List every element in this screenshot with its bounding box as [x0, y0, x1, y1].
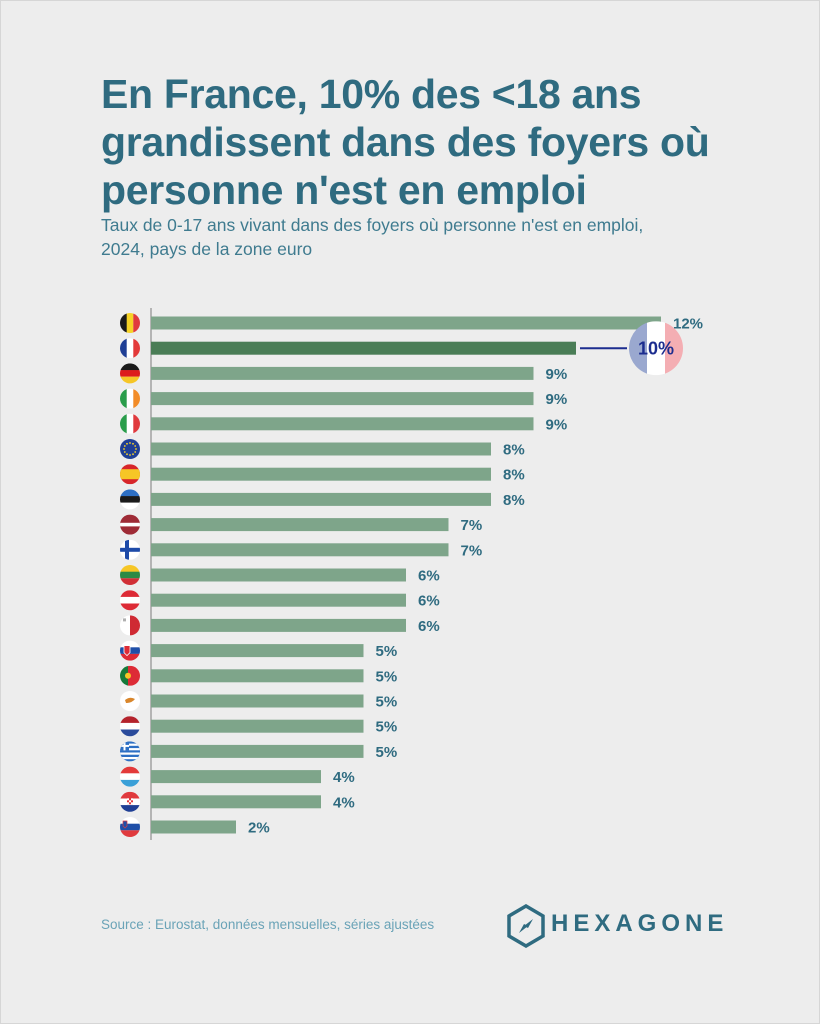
- value-label: 4%: [333, 794, 355, 811]
- callout-flag-badge: [629, 321, 683, 376]
- flag-pt-icon: [120, 665, 140, 686]
- value-label: 4%: [333, 769, 355, 786]
- bar: [151, 719, 364, 733]
- flag-lv-icon: [120, 514, 140, 535]
- bar: [151, 593, 406, 607]
- flag-sk-icon: [120, 640, 140, 661]
- flag-be-icon: [120, 313, 140, 333]
- bar: [151, 820, 236, 834]
- value-label: 9%: [546, 416, 568, 433]
- value-label: 5%: [376, 668, 398, 685]
- flag-at-icon: [120, 590, 140, 611]
- value-label: 6%: [418, 618, 440, 635]
- bar: [151, 492, 491, 506]
- flag-lu-icon: [120, 766, 140, 787]
- flag-mt-icon: [120, 615, 140, 636]
- flag-gr-icon: [120, 741, 140, 762]
- bar: [151, 366, 534, 380]
- value-label: 8%: [503, 467, 525, 484]
- flag-es-icon: [120, 464, 140, 485]
- flag-fi-icon: [120, 539, 140, 560]
- flag-it-icon: [120, 413, 140, 434]
- bar: [151, 669, 364, 683]
- value-label: 6%: [418, 593, 440, 610]
- bar: [151, 543, 449, 557]
- value-label: 8%: [503, 492, 525, 509]
- value-label: 5%: [376, 719, 398, 736]
- value-label-highlight: 10%: [638, 339, 674, 359]
- value-label: 7%: [461, 542, 483, 559]
- bar-highlight: [151, 341, 576, 355]
- bar: [151, 417, 534, 431]
- bar-chart: 12% 10% 9% 9% 9% 8% 8% 8% 7% 7% 6% 6% 6% 5% 5% 5% 5% 5% 4%…: [120, 308, 703, 840]
- value-label: 5%: [376, 744, 398, 761]
- source-note: Source : Eurostat, données mensuelles, s…: [101, 917, 435, 932]
- bar: [151, 770, 321, 784]
- bar: [151, 316, 661, 330]
- brand-name: HEXAGONE: [551, 910, 729, 937]
- flag-cy-icon: [120, 691, 140, 711]
- value-label: 2%: [248, 820, 270, 837]
- value-label: 7%: [461, 517, 483, 534]
- compass-hexagon-icon: [507, 904, 545, 948]
- bar: [151, 442, 491, 456]
- value-label: 12%: [673, 316, 703, 333]
- flag-hr-icon: [120, 791, 140, 812]
- value-label: 9%: [546, 366, 568, 383]
- flag-fr-icon: [120, 338, 140, 359]
- bar: [151, 392, 534, 406]
- flag-nl-icon: [120, 716, 140, 737]
- value-label: 5%: [376, 643, 398, 660]
- flag-de-icon: [120, 363, 140, 384]
- bar: [151, 744, 364, 758]
- flag-si-icon: [120, 817, 140, 837]
- value-label: 9%: [546, 391, 568, 408]
- flag-ee-icon: [120, 489, 140, 510]
- value-label: 8%: [503, 442, 525, 459]
- value-label: 5%: [376, 694, 398, 711]
- flag-lt-icon: [120, 565, 140, 585]
- bar: [151, 568, 406, 582]
- bar: [151, 618, 406, 632]
- value-label: 6%: [418, 568, 440, 585]
- flag-eu-icon: [120, 439, 140, 459]
- bar: [151, 694, 364, 708]
- bar: [151, 518, 449, 532]
- flag-ie-icon: [120, 388, 140, 409]
- bar: [151, 467, 491, 481]
- hexagone-logo: [507, 904, 545, 948]
- chart-subtitle: Taux de 0-17 ans vivant dans des foyers …: [101, 215, 644, 259]
- bar: [151, 644, 364, 658]
- bar: [151, 795, 321, 809]
- chart-title: En France, 10% des <18 ans grandissent d…: [101, 71, 710, 213]
